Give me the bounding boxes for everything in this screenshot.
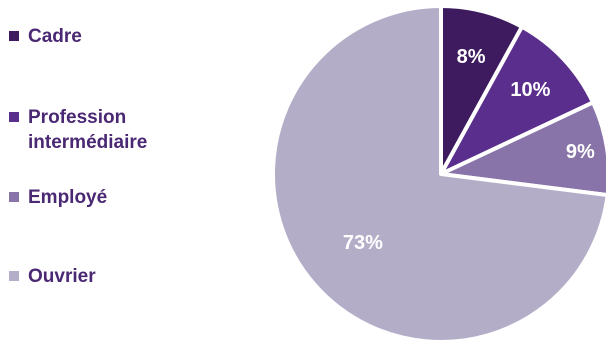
legend-item-employe: Employé (9, 185, 228, 210)
legend-swatch-ouvrier (9, 271, 19, 281)
pie-slice-profession-intermediaire (439, 24, 596, 176)
legend-label-profession-intermediaire: Profession intermédiaire (28, 107, 148, 153)
legend-swatch-cadre (9, 31, 19, 41)
legend-swatch-profession-intermediaire (9, 112, 19, 122)
legend-item-cadre: Cadre (9, 24, 228, 49)
pie-label-ouvrier: 73% (343, 232, 383, 254)
pie-label-cadre: 8% (457, 46, 486, 68)
legend-swatch-employe (9, 192, 19, 202)
legend-label-employe: Employé (28, 187, 108, 208)
pie-label-profession-intermediaire: 10% (510, 79, 550, 101)
pie-slice-employe (439, 100, 606, 197)
legend-label-cadre: Cadre (28, 26, 82, 47)
chart-legend: Cadre Profession intermédiaire Employé O… (9, 0, 269, 341)
pie-label-employe: 9% (566, 141, 595, 163)
legend-item-profession-intermediaire: Profession intermédiaire (9, 105, 228, 155)
legend-label-ouvrier: Ouvrier (28, 266, 96, 287)
legend-item-ouvrier: Ouvrier (9, 264, 228, 289)
pie-slice-ouvrier (271, 4, 606, 341)
